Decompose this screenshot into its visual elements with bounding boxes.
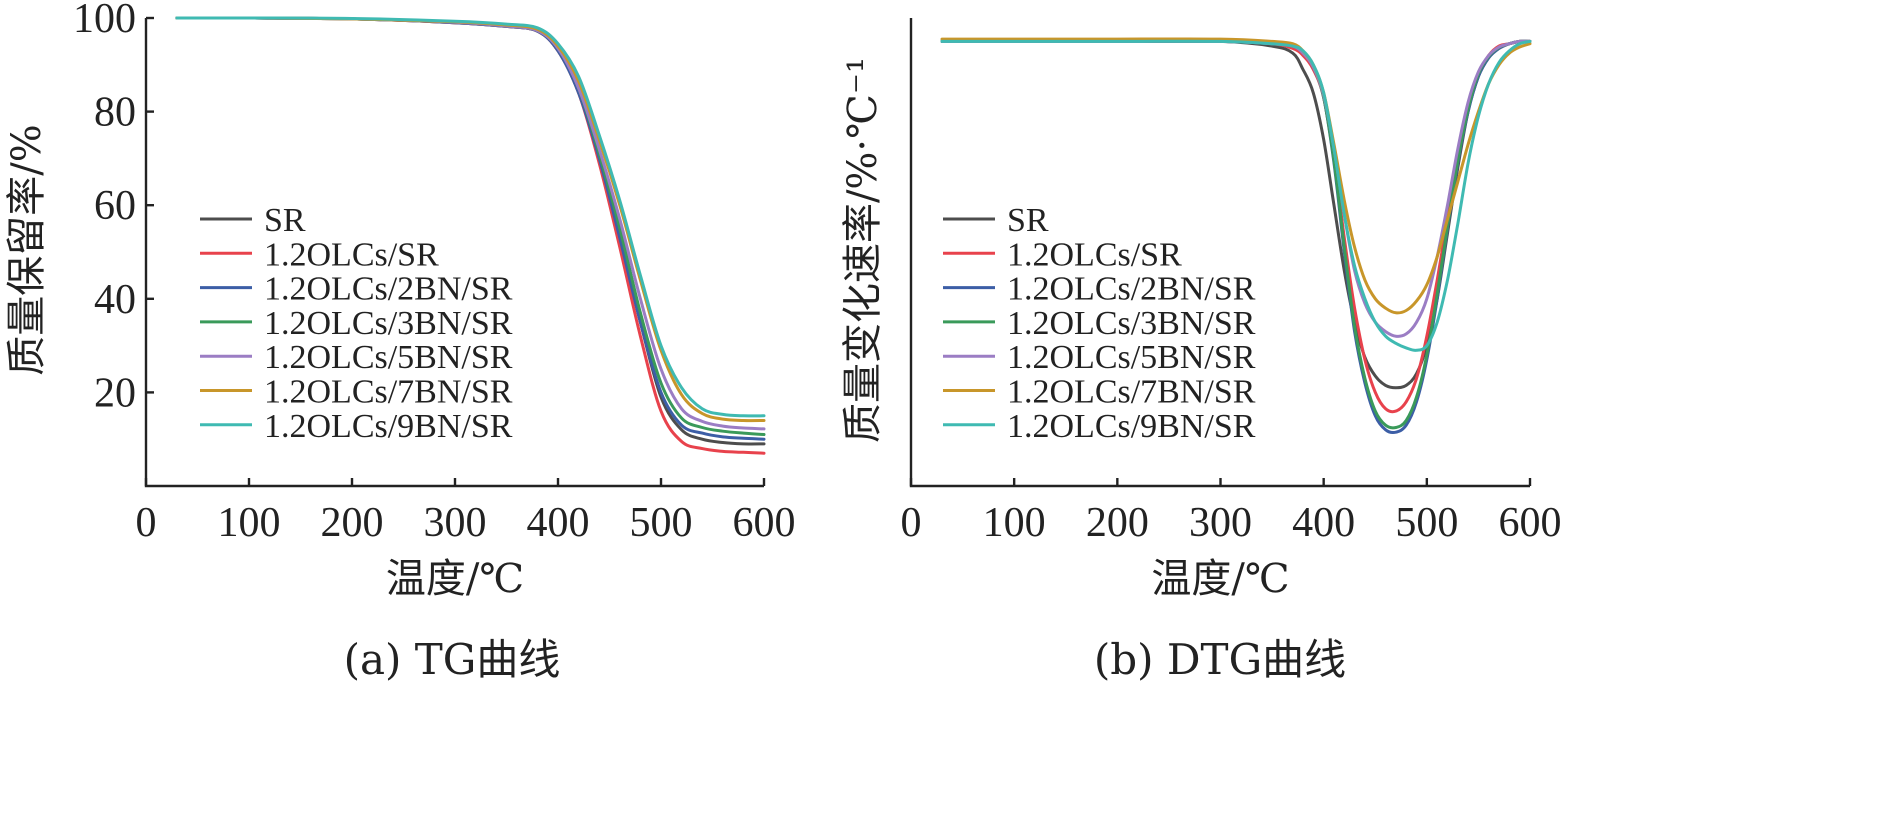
dtg-caption: (b) DTG曲线 (1094, 635, 1346, 684)
tg-y-tick-label: 20 (94, 370, 136, 416)
tg-legend-label-3: 1.2OLCs/3BN/SR (264, 305, 513, 342)
dtg-legend-label-3: 1.2OLCs/3BN/SR (1007, 305, 1256, 342)
dtg-legend-label-5: 1.2OLCs/7BN/SR (1007, 374, 1256, 411)
tg-legend-label-4: 1.2OLCs/5BN/SR (264, 339, 513, 376)
dtg-legend-label-6: 1.2OLCs/9BN/SR (1007, 408, 1256, 445)
tg-x-tick-label: 400 (527, 500, 590, 546)
tg-caption: (a) TG曲线 (344, 635, 561, 684)
tg-x-tick-label: 100 (218, 500, 281, 546)
tg-x-tick-label: 300 (424, 500, 487, 546)
dtg-y-axis-title: 质量变化速率/%·℃⁻¹ (840, 57, 886, 443)
dtg-legend-label-2: 1.2OLCs/2BN/SR (1007, 271, 1256, 308)
dtg-x-tick-label: 100 (983, 500, 1046, 546)
dtg-x-tick-label: 200 (1086, 500, 1149, 546)
tg-y-tick-label: 60 (94, 183, 136, 229)
dtg-x-tick-label: 600 (1499, 500, 1562, 546)
tg-y-tick-label: 40 (94, 277, 136, 323)
tg-legend-label-2: 1.2OLCs/2BN/SR (264, 271, 513, 308)
dtg-series-line-6 (940, 39, 1532, 352)
tg-x-tick-label: 0 (136, 500, 157, 546)
tg-legend-label-1: 1.2OLCs/SR (264, 236, 439, 273)
dtg-x-tick-label: 400 (1292, 500, 1355, 546)
figure: 0 100 200 300 400 500 600 20 40 60 80 100 温度/℃ 质量保留率/… (4, 0, 1562, 684)
tg-y-tick-label: 80 (94, 90, 136, 136)
tg-x-axis-title: 温度/℃ (386, 556, 524, 602)
tg-y-tick-label: 100 (73, 0, 136, 42)
tg-x-tick-label: 500 (630, 500, 693, 546)
tg-x-tick-label: 200 (321, 500, 384, 546)
tg-y-axis-title: 质量保留率/% (4, 124, 50, 375)
tg-series-line-6 (175, 16, 766, 418)
dtg-legend-label-1: 1.2OLCs/SR (1007, 236, 1182, 273)
dtg-legend-label-4: 1.2OLCs/5BN/SR (1007, 339, 1256, 376)
tg-legend-label-5: 1.2OLCs/7BN/SR (264, 374, 513, 411)
dtg-x-tick-label: 0 (901, 500, 922, 546)
dtg-legend-label-0: SR (1007, 202, 1049, 239)
tg-legend-label-0: SR (264, 202, 306, 239)
dtg-x-axis-title: 温度/℃ (1151, 556, 1289, 602)
dtg-x-tick-label: 300 (1189, 500, 1252, 546)
tg-x-tick-label: 600 (733, 500, 796, 546)
dtg-x-tick-label: 500 (1395, 500, 1458, 546)
tg-legend-label-6: 1.2OLCs/9BN/SR (264, 408, 513, 445)
